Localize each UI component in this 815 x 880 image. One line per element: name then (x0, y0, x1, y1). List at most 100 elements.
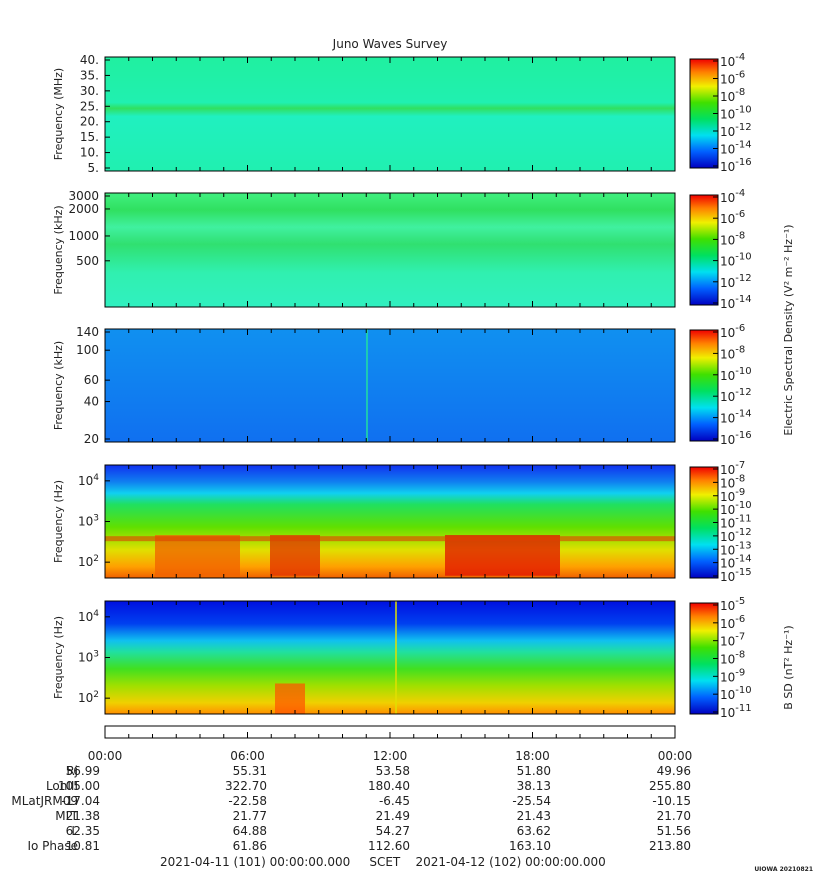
y-tick-label: 500 (76, 254, 99, 268)
ephemeris-label: Rj (66, 764, 78, 778)
spectrogram-2 (105, 193, 675, 307)
y-tick-label: 40. (80, 53, 99, 67)
ephemeris-value: 21.38 (65, 809, 100, 823)
colorbar-tick-label: 10-6 (720, 209, 745, 226)
footer-mid: SCET (369, 855, 401, 869)
colorbar-tick-label: 10-7 (720, 632, 745, 649)
y-tick-exponent: 3 (93, 650, 99, 660)
ephemeris-label: LonIII (45, 779, 78, 793)
colorbar-tick-label: 10-16 (720, 157, 752, 174)
y-tick-label: 104 (78, 473, 99, 488)
colorbar-tick-label: 10-4 (720, 188, 745, 205)
colorbar-tick-exponent: -14 (735, 554, 751, 565)
y-tick-exponent: 4 (93, 609, 99, 619)
colorbar-tick-label: 10-6 (720, 70, 745, 87)
y-tick-exponent: 2 (93, 554, 99, 564)
y-tick-label: 140 (76, 325, 99, 339)
ephemeris-value: 38.13 (516, 779, 551, 793)
colorbar-tick-label: 10-12 (720, 273, 752, 290)
colorbar-tick-label: 10-5 (720, 596, 745, 613)
ephemeris-value: 51.56 (656, 824, 691, 838)
colorbar-tick-label: 10-14 (720, 140, 752, 157)
y-tick-label: 100 (76, 343, 99, 357)
colorbar-tick-label: 10-10 (720, 685, 752, 702)
colorbar-tick-label: 10-8 (720, 230, 745, 247)
emission-band (445, 535, 560, 576)
ephemeris-value: 10.81 (65, 839, 100, 853)
y-tick-label: 60 (84, 373, 99, 387)
colorbar-tick-label: 10-8 (720, 87, 745, 104)
colorbar-tick-exponent: -15 (735, 567, 751, 578)
colorbar-tick-exponent: -14 (735, 409, 751, 420)
colorbar-tick-exponent: -12 (735, 387, 751, 398)
y-tick-exponent: 2 (93, 690, 99, 700)
y-tick-label: 103 (78, 650, 99, 665)
colorbar-tick-exponent: -12 (735, 273, 751, 284)
spectrogram-1 (105, 57, 675, 171)
colorbar-tick-label: 10-9 (720, 667, 745, 684)
y-tick-label: 25. (80, 99, 99, 113)
ephemeris-value: 49.96 (656, 764, 691, 778)
colorbar-tick-exponent: -6 (735, 70, 745, 81)
colorbar-tick-exponent: -14 (735, 294, 751, 305)
y-tick-label: 3000 (68, 189, 99, 203)
colorbar-tick-label: 10-16 (720, 430, 752, 447)
ephemeris-value: 21.43 (516, 809, 551, 823)
time-tick-label: 00:00 (88, 749, 123, 763)
colorbar-tick-exponent: -5 (735, 596, 745, 607)
ephemeris-value: 54.27 (375, 824, 410, 838)
ephemeris-value: -17.04 (61, 794, 100, 808)
colorbar-tick-exponent: -8 (735, 344, 745, 355)
y-axis-label: Frequency (MHz) (52, 68, 65, 160)
ephemeris-label: MLT (55, 809, 78, 823)
ephemeris-value: 61.86 (232, 839, 267, 853)
colorbar-label: Electric Spectral Density (V² m⁻² Hz⁻¹) (782, 224, 795, 435)
ephemeris-value: 322.70 (225, 779, 267, 793)
ephemeris-value: 112.60 (368, 839, 410, 853)
colorbar (689, 194, 719, 306)
emission-band (270, 535, 320, 576)
y-tick-label: 2000 (68, 202, 99, 216)
colorbar-tick-label: 10-11 (720, 703, 752, 720)
ephemeris-value: -10.15 (652, 794, 691, 808)
ephemeris-label: L (71, 824, 78, 838)
y-tick-label: 104 (78, 609, 99, 624)
colorbar-tick-exponent: -10 (735, 252, 751, 263)
y-axis-label: Frequency (Hz) (52, 480, 65, 563)
colorbar-tick-label: 10-12 (720, 122, 752, 139)
ephemeris-value: 255.80 (649, 779, 691, 793)
ephemeris-value: 105.00 (58, 779, 100, 793)
colorbar-tick-exponent: -4 (735, 52, 745, 63)
colorbar-tick-label: 10-6 (720, 614, 745, 631)
colorbar-tick-label: 10-10 (720, 252, 752, 269)
y-tick-label: 103 (78, 514, 99, 529)
y-tick-label: 102 (78, 690, 99, 705)
y-tick-label: 30. (80, 84, 99, 98)
time-tick-label: 18:00 (515, 749, 550, 763)
y-tick-exponent: 3 (93, 514, 99, 524)
emission-band (155, 535, 240, 576)
colorbar-tick-label: 10-4 (720, 52, 745, 69)
y-tick-label: 102 (78, 554, 99, 569)
colorbar-tick-exponent: -9 (735, 487, 745, 498)
colorbar-tick-exponent: -11 (735, 703, 751, 714)
colorbar-tick-label: 10-10 (720, 366, 752, 383)
time-tick-label: 12:00 (373, 749, 408, 763)
ephemeris-value: 64.88 (232, 824, 267, 838)
colorbar-tick-exponent: -14 (735, 140, 751, 151)
colorbar-tick-exponent: -13 (735, 540, 751, 551)
y-tick-label: 5. (88, 161, 99, 175)
colorbar-tick-exponent: -8 (735, 87, 745, 98)
colorbar-tick-exponent: -11 (735, 514, 751, 525)
time-tick-label: 00:00 (658, 749, 693, 763)
y-tick-exponent: 4 (93, 473, 99, 483)
ephemeris-value: 21.77 (232, 809, 267, 823)
ephemeris-value: 51.80 (516, 764, 551, 778)
ephemeris-value: 21.49 (375, 809, 410, 823)
y-tick-label: 35. (80, 68, 99, 82)
y-tick-label: 15. (80, 130, 99, 144)
colorbar-tick-exponent: -9 (735, 667, 745, 678)
colorbar (689, 329, 719, 442)
chart-title: Juno Waves Survey (332, 37, 448, 51)
